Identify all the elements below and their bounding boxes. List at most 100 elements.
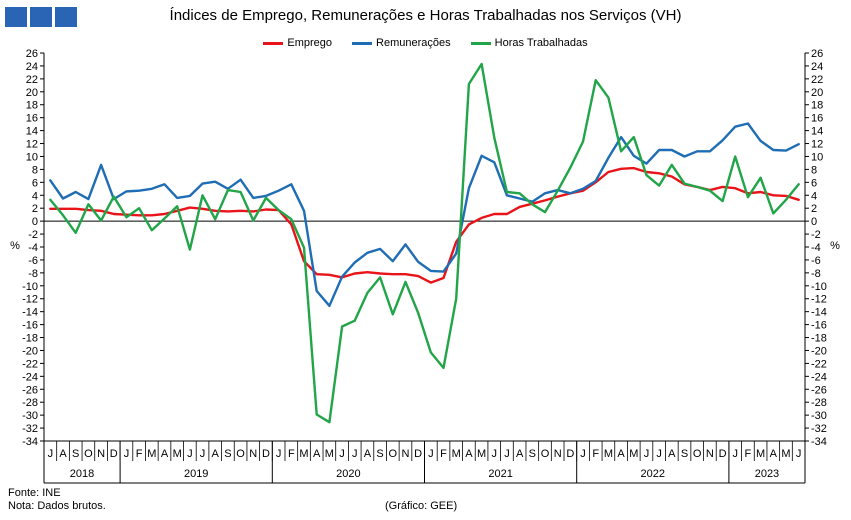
x-month-label: A [770,448,778,460]
y-tick-label-left: -4 [28,242,38,254]
x-month-label: M [477,448,486,460]
y-tick-label-left: -6 [28,255,38,267]
y-tick-label-left: 4 [32,190,38,202]
y-tick-label-right: -4 [811,242,821,254]
logo-block-1 [5,7,27,27]
y-tick-label-left: -8 [28,268,38,280]
y-tick-label-right: 12 [811,139,823,151]
chart-credit: (Gráfico: GEE) [385,500,458,512]
y-tick-label-right: -30 [811,410,827,422]
y-axis-label-left: % [10,240,20,252]
series-line-emprego [49,166,800,284]
line-chart: -34 -34-32 -32-30 -30-28 -28-26 -26-24 -24-22-… [10,48,840,484]
y-tick-label-left: -22 [22,358,38,370]
y-tick-label-left: -30 [22,410,38,422]
x-month-label: O [541,448,550,460]
y-tick-label-right: 8 [811,164,817,176]
y-tick-label-right: 14 [811,126,823,138]
y-tick-label-left: 26 [26,48,38,60]
y-tick-label-right: -2 [811,229,821,241]
x-month-label: S [72,448,79,460]
y-tick-label-right: 10 [811,151,823,163]
y-tick-label-left: 6 [32,177,38,189]
x-month-label: F [440,448,447,460]
x-month-label: J [200,448,206,460]
y-tick-label-right: 22 [811,74,823,86]
chart-title: Índices de Emprego, Remunerações e Horas… [169,7,682,24]
x-month-label: J [124,448,130,460]
x-month-label: S [376,448,383,460]
x-month-label: O [236,448,245,460]
x-month-label: J [644,448,650,460]
x-year-label: 2023 [755,468,779,480]
y-tick-label-right: 0 [811,216,817,228]
x-month-label: J [796,448,802,460]
x-month-label: A [212,448,220,460]
x-month-label: A [668,448,676,460]
x-month-label: A [465,448,473,460]
chart-legend: Emprego Remunerações Horas Trabalhadas [0,37,851,49]
series-line-horas-trabalhadas [49,62,800,424]
x-month-label: J [48,448,54,460]
x-month-label: J [187,448,193,460]
y-tick-label-left: -14 [22,307,38,319]
y-tick-label-right: -34 [811,436,827,448]
y-tick-label-right: -12 [811,294,827,306]
y-tick-label-right: -32 [811,423,827,435]
x-month-label: O [693,448,702,460]
y-tick-label-left: 18 [26,100,38,112]
y-tick-label-right: 24 [811,61,823,73]
y-tick-label-right: -16 [811,320,827,332]
x-month-label: J [428,448,434,460]
y-tick-label-left: -32 [22,423,38,435]
legend-swatch-emprego [263,41,284,45]
x-month-label: M [756,448,765,460]
y-tick-label-left: -16 [22,320,38,332]
x-month-label: A [161,448,169,460]
x-month-label: M [781,448,790,460]
series-line-remuneracoes [49,122,800,307]
x-month-label: M [452,448,461,460]
legend-swatch-horas [470,41,491,45]
x-month-label: A [313,448,321,460]
x-year-label: 2020 [336,468,360,480]
y-tick-label-left: 10 [26,151,38,163]
gee-logo [5,7,77,27]
legend-swatch-remuneracoes [352,41,373,45]
x-month-label: M [299,448,308,460]
y-tick-label-left: 12 [26,139,38,151]
y-tick-label-left: 8 [32,164,38,176]
x-month-label: D [262,448,270,460]
x-month-label: J [504,448,510,460]
x-month-label: D [414,448,422,460]
y-tick-label-left: -18 [22,333,38,345]
x-month-label: J [580,448,586,460]
legend-item-emprego: Emprego [263,37,332,49]
y-tick-label-left: -10 [22,281,38,293]
x-month-label: O [389,448,398,460]
y-tick-label-left: -28 [22,397,38,409]
x-month-label: J [732,448,738,460]
x-month-label: M [147,448,156,460]
y-tick-label-left: -26 [22,384,38,396]
x-month-label: J [339,448,345,460]
y-tick-label-right: -20 [811,345,827,357]
x-month-label: D [110,448,118,460]
x-month-label: N [401,448,409,460]
x-month-label: J [492,448,498,460]
x-month-label: M [325,448,334,460]
x-month-label: A [516,448,524,460]
logo-block-3 [55,7,77,27]
x-month-label: A [364,448,372,460]
x-month-label: D [566,448,574,460]
y-tick-label-left: 2 [32,203,38,215]
y-tick-label-right: -24 [811,371,827,383]
x-month-label: S [224,448,231,460]
y-tick-label-right: -14 [811,307,827,319]
x-month-label: M [604,448,613,460]
x-month-label: J [656,448,662,460]
y-tick-label-right: 2 [811,203,817,215]
y-tick-label-right: -8 [811,268,821,280]
x-month-label: D [719,448,727,460]
x-month-label: N [249,448,257,460]
